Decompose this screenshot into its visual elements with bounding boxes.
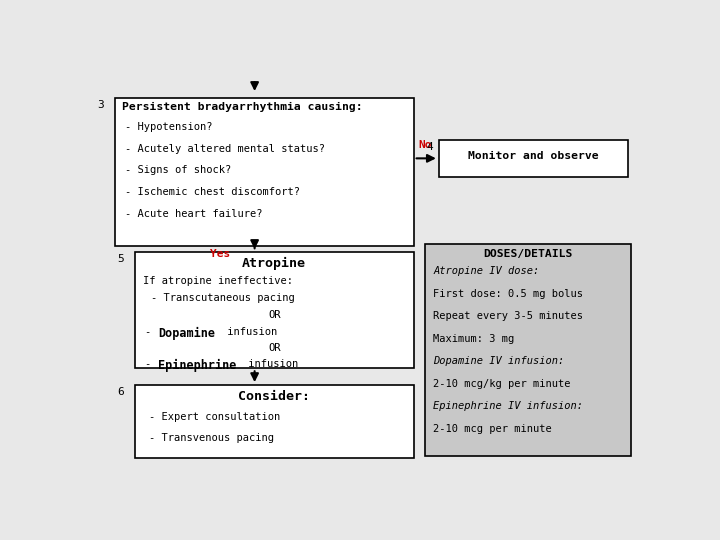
Text: Epinephrine: Epinephrine: [158, 359, 236, 372]
Text: - Signs of shock?: - Signs of shock?: [125, 165, 231, 176]
Text: Dopamine: Dopamine: [158, 327, 215, 340]
Text: Maximum: 3 mg: Maximum: 3 mg: [433, 334, 514, 344]
Text: 2-10 mcg per minute: 2-10 mcg per minute: [433, 424, 552, 434]
Text: Monitor and observe: Monitor and observe: [468, 151, 599, 161]
Text: Yes: Yes: [210, 249, 230, 259]
Text: Consider:: Consider:: [238, 390, 310, 403]
Text: DOSES/DETAILS: DOSES/DETAILS: [483, 248, 572, 259]
Text: Repeat every 3-5 minutes: Repeat every 3-5 minutes: [433, 312, 583, 321]
Text: Atropine IV dose:: Atropine IV dose:: [433, 266, 539, 276]
Text: - Transcutaneous pacing: - Transcutaneous pacing: [151, 293, 295, 303]
Text: OR: OR: [268, 342, 280, 353]
Bar: [135, 252, 413, 368]
Text: infusion: infusion: [242, 359, 298, 369]
Text: - Hypotension?: - Hypotension?: [125, 122, 212, 132]
Text: - Ischemic chest discomfort?: - Ischemic chest discomfort?: [125, 187, 300, 197]
Text: -: -: [145, 327, 157, 337]
Text: First dose: 0.5 mg bolus: First dose: 0.5 mg bolus: [433, 289, 583, 299]
Text: If atropine ineffective:: If atropine ineffective:: [143, 276, 293, 286]
Text: -: -: [145, 359, 157, 369]
Text: - Acute heart failure?: - Acute heart failure?: [125, 208, 263, 219]
Text: - Transvenous pacing: - Transvenous pacing: [148, 433, 274, 443]
Text: Persistent bradyarrhythmia causing:: Persistent bradyarrhythmia causing:: [122, 102, 362, 112]
Text: 2-10 mcg/kg per minute: 2-10 mcg/kg per minute: [433, 379, 571, 389]
Bar: [425, 244, 631, 456]
Text: Atropine: Atropine: [242, 257, 306, 270]
Text: - Expert consultation: - Expert consultation: [148, 412, 280, 422]
Text: 6: 6: [117, 387, 124, 397]
Text: infusion: infusion: [221, 327, 277, 337]
Text: 5: 5: [117, 254, 124, 264]
Text: Dopamine IV infusion:: Dopamine IV infusion:: [433, 356, 564, 366]
Text: 4: 4: [426, 141, 433, 152]
Text: 3: 3: [97, 100, 104, 110]
Bar: [135, 385, 413, 458]
Bar: [438, 140, 629, 177]
Text: Epinephrine IV infusion:: Epinephrine IV infusion:: [433, 401, 583, 411]
Text: OR: OR: [268, 310, 280, 320]
Bar: [115, 98, 414, 246]
Text: - Acutely altered mental status?: - Acutely altered mental status?: [125, 144, 325, 154]
Text: No: No: [418, 140, 431, 150]
